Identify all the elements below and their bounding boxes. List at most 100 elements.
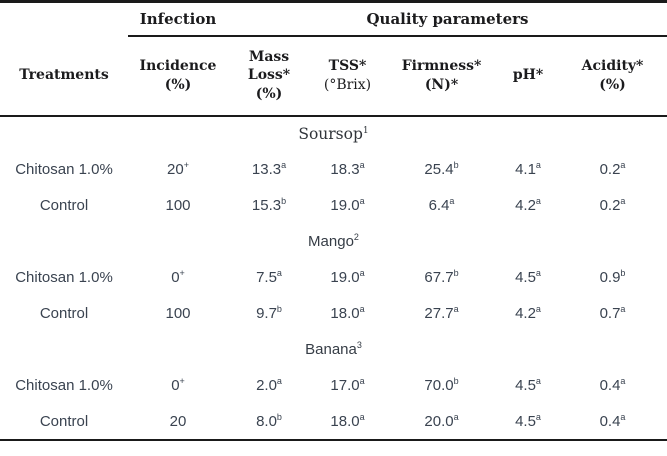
value: 4.1 (515, 161, 536, 178)
value-cell: 19.0a (310, 260, 385, 296)
table-header: Infection Quality parameters Treatments … (0, 1, 667, 117)
value-sup: a (359, 196, 365, 206)
column-header-treatments: Treatments (0, 35, 128, 117)
value: 18.0 (330, 412, 360, 430)
table-row: Control 100 15.3b 19.0a 6.4a 4.2a 0.2a (0, 188, 667, 224)
value-sup: a (620, 411, 626, 422)
value-sup: b (453, 268, 459, 278)
section-footnote-sup: 3 (356, 340, 362, 350)
section-footnote-sup: 2 (353, 232, 359, 242)
table-row: Chitosan 1.0% 0+ 2.0a 17.0a 70.0b 4.5a 0… (0, 368, 667, 404)
header-line: (%) (164, 76, 192, 93)
value-sup: b (276, 411, 282, 422)
value-sup: a (453, 304, 459, 314)
value: 0.2 (599, 197, 621, 214)
treatment-cell: Control (39, 305, 89, 322)
value: 8.0 (256, 412, 277, 430)
value-cell: 4.5a (498, 368, 558, 404)
treatment-cell: Chitosan 1.0% (15, 377, 113, 394)
value: 20.0 (424, 412, 454, 430)
column-header-acidity: Acidity* (%) (558, 35, 667, 117)
table-row: Control 100 9.7b 18.0a 27.7a 4.2a 0.7a (0, 296, 667, 332)
value: 0.4 (599, 412, 621, 430)
value: 100 (165, 197, 191, 214)
value-sup: + (183, 160, 189, 170)
section-title: Mango2 (0, 224, 667, 260)
table-row: Chitosan 1.0% 20+ 13.3a 18.3a 25.4b 4.1a… (0, 152, 667, 188)
treatment-cell: Control (39, 197, 89, 214)
value-cell: 0.7a (558, 296, 667, 332)
table-row: Control 20 8.0b 18.0a 20.0a 4.5a 0.4a (0, 404, 667, 440)
column-header-row: Treatments Incidence (%) Mass Loss* (%) … (0, 35, 667, 117)
value-cell: 100 (128, 296, 228, 332)
value-sup: a (281, 160, 287, 170)
value: 100 (165, 305, 191, 322)
group-header-quality-parameters: Quality parameters (228, 1, 667, 37)
value-cell: 4.5a (498, 404, 558, 440)
value-cell: 100 (128, 188, 228, 224)
value-sup: a (620, 304, 626, 314)
value-cell: 4.1a (498, 152, 558, 188)
value: 19.0 (330, 197, 360, 214)
value-cell: 8.0b (228, 404, 310, 440)
value-sup: + (179, 268, 185, 278)
table-row: Chitosan 1.0% 0+ 7.5a 19.0a 67.7b 4.5a 0… (0, 260, 667, 296)
value: 19.0 (330, 269, 360, 286)
value-cell: 6.4a (385, 188, 498, 224)
header-line: (%) (599, 76, 626, 93)
value: 0.9 (599, 269, 621, 286)
value-sup: a (535, 160, 541, 170)
value: 4.5 (515, 269, 536, 286)
value-sup: a (359, 376, 365, 386)
value-sup: a (620, 160, 626, 170)
value-cell: 4.5a (498, 260, 558, 296)
header-line: Incidence (139, 58, 217, 75)
value: 18.0 (330, 305, 360, 322)
value: 0.4 (599, 377, 621, 394)
header-line: Acidity* (581, 58, 644, 75)
section-title-text: Banana (305, 341, 357, 358)
value-cell: 27.7a (385, 296, 498, 332)
treatment-cell: Chitosan 1.0% (15, 161, 113, 178)
column-header-ph: pH* (498, 35, 558, 117)
value-cell: 0+ (128, 368, 228, 404)
value-cell: 0.4a (558, 368, 667, 404)
value-cell: 20+ (128, 152, 228, 188)
value-cell: 7.5a (228, 260, 310, 296)
column-header-tss: TSS* (°Brix) (310, 35, 385, 117)
value-cell: 17.0a (310, 368, 385, 404)
value-cell: 15.3b (228, 188, 310, 224)
treatments-quality-table: Infection Quality parameters Treatments … (0, 0, 667, 441)
value: 0.7 (599, 305, 621, 322)
value: 0 (171, 269, 180, 286)
group-header-row: Infection Quality parameters (0, 1, 667, 37)
value-sup: a (620, 196, 626, 206)
value-sup: a (449, 196, 455, 206)
value-cell: 0.9b (558, 260, 667, 296)
header-line: (°Brix) (323, 76, 372, 93)
header-line: Loss* (247, 67, 291, 84)
value: 20 (167, 161, 184, 178)
value-cell: 4.2a (498, 296, 558, 332)
value-sup: a (276, 268, 282, 278)
value-sup: b (620, 268, 626, 278)
value: 18.3 (330, 161, 360, 178)
value: 13.3 (251, 161, 282, 178)
column-header-firmness: Firmness* (N)* (385, 35, 498, 117)
value: 4.5 (515, 412, 536, 430)
section-footnote-sup: 1 (362, 126, 369, 136)
header-line: TSS* (328, 58, 367, 75)
value-sup: a (359, 268, 365, 278)
value-cell: 13.3a (228, 152, 310, 188)
header-line: Firmness* (401, 58, 482, 75)
value: 2.0 (256, 377, 277, 394)
value-cell: 20 (128, 404, 228, 440)
value-cell: 18.0a (310, 296, 385, 332)
value-cell: 9.7b (228, 296, 310, 332)
value-sup: a (359, 160, 365, 170)
group-header-infection: Infection (128, 1, 228, 37)
value: 6.4 (428, 197, 450, 214)
column-header-mass-loss: Mass Loss* (%) (228, 35, 310, 117)
header-line: (N)* (424, 76, 459, 93)
value-sup: b (453, 160, 459, 170)
